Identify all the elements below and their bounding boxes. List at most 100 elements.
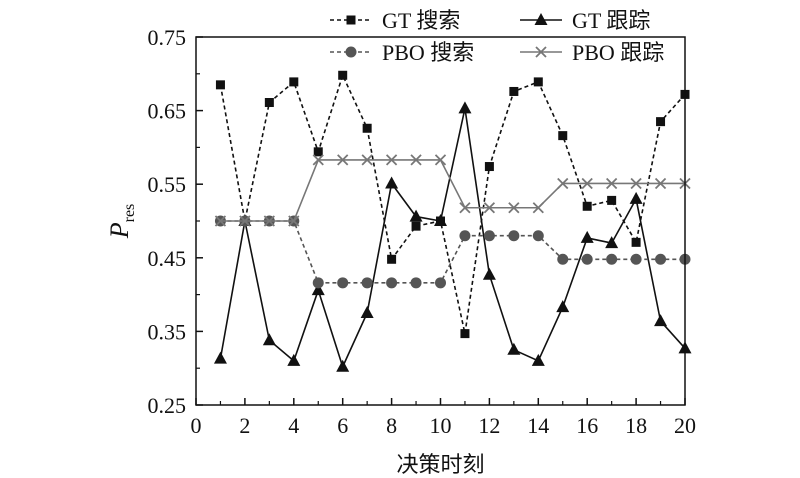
- legend-marker: [534, 13, 548, 25]
- data-point: [581, 253, 593, 265]
- data-point: [385, 154, 398, 166]
- data-point: [312, 154, 324, 166]
- series-circle: [214, 215, 691, 289]
- data-point: [311, 283, 325, 296]
- data-point: [337, 154, 349, 166]
- legend-label: GT 搜索: [382, 8, 460, 33]
- series-x: [214, 154, 691, 227]
- data-point: [654, 314, 668, 327]
- x-axis-title: 决策时刻: [396, 453, 484, 478]
- y-tick-label: 0.25: [148, 393, 187, 418]
- legend: GT 搜索 GT 跟踪 PBO 搜索 PBO 跟踪: [330, 8, 664, 65]
- y-tick-label: 0.65: [148, 99, 187, 124]
- data-point: [482, 267, 496, 280]
- data-point: [410, 154, 422, 166]
- data-point: [337, 277, 349, 289]
- x-tick-label: 18: [625, 413, 647, 438]
- data-point: [655, 253, 667, 265]
- y-tick-label: 0.55: [148, 172, 187, 197]
- legend-marker: [346, 15, 356, 25]
- legend-item: GT 跟踪: [520, 8, 650, 33]
- data-point: [556, 300, 570, 313]
- data-point: [656, 117, 666, 127]
- data-point: [410, 277, 422, 289]
- x-tick-label: 6: [337, 413, 348, 438]
- data-point: [630, 177, 642, 190]
- data-point: [386, 277, 398, 289]
- data-point: [213, 351, 227, 364]
- data-point: [313, 147, 323, 157]
- legend-label: PBO 跟踪: [572, 40, 664, 65]
- data-point: [580, 230, 594, 243]
- data-point: [607, 195, 617, 205]
- y-tick-label: 0.45: [148, 246, 187, 271]
- data-point: [434, 154, 447, 166]
- data-point: [361, 277, 373, 289]
- x-tick-label: 12: [478, 413, 500, 438]
- data-point: [409, 209, 423, 222]
- data-point: [312, 277, 324, 289]
- x-tick-label: 20: [674, 413, 696, 438]
- data-point: [411, 221, 421, 231]
- data-point: [215, 80, 225, 90]
- data-point: [338, 70, 348, 80]
- x-tick-label: 16: [576, 413, 598, 438]
- y-tick-label: 0.75: [148, 25, 187, 50]
- data-point: [264, 98, 274, 108]
- legend-marker: [345, 46, 357, 58]
- data-point: [509, 86, 519, 96]
- x-tick-label: 8: [386, 413, 397, 438]
- data-point: [483, 230, 495, 242]
- data-point: [289, 77, 299, 87]
- data-point: [361, 154, 373, 166]
- data-point: [385, 176, 399, 189]
- data-point: [362, 123, 372, 133]
- data-point: [629, 191, 643, 204]
- data-point: [458, 101, 472, 114]
- series-triangle: [213, 101, 692, 372]
- x-tick-label: 4: [288, 413, 299, 438]
- x-tick-label: 2: [239, 413, 250, 438]
- series-line: [220, 220, 685, 284]
- data-point: [336, 359, 350, 372]
- data-point: [483, 202, 496, 214]
- data-point: [605, 236, 619, 249]
- data-point: [459, 202, 471, 214]
- data-point: [287, 353, 301, 366]
- data-point: [387, 254, 397, 264]
- data-point: [654, 177, 667, 190]
- data-point: [582, 201, 592, 211]
- data-point: [581, 177, 593, 190]
- data-point: [507, 342, 521, 355]
- x-tick-label: 0: [191, 413, 202, 438]
- legend-item: PBO 跟踪: [520, 40, 664, 65]
- data-point: [532, 230, 544, 242]
- data-point: [214, 215, 227, 227]
- data-point: [435, 277, 446, 289]
- data-point: [262, 333, 276, 346]
- data-point: [460, 329, 470, 339]
- y-axis-title-main: P: [105, 222, 134, 239]
- legend-label: PBO 搜索: [382, 40, 474, 65]
- series-line: [220, 159, 685, 222]
- data-point: [459, 230, 471, 242]
- data-point: [263, 215, 275, 227]
- data-point: [558, 131, 568, 141]
- data-point: [606, 177, 618, 190]
- data-point: [239, 215, 251, 227]
- data-point: [288, 215, 300, 227]
- data-point: [630, 253, 642, 265]
- ticks-layer: 0 2 4 6 8 10 12 14 16 18 20 0.25 0.35 0.45 0.55 0.65 0.7…: [148, 25, 697, 438]
- data-point: [557, 253, 569, 265]
- y-axis-title: Pres: [105, 204, 138, 240]
- data-point: [484, 162, 494, 172]
- legend-item: GT 搜索: [330, 8, 460, 33]
- legend-item: PBO 搜索: [330, 40, 474, 65]
- x-tick-label: 10: [430, 413, 452, 438]
- series-square: [215, 70, 690, 339]
- data-point: [531, 353, 545, 366]
- data-point: [557, 177, 569, 190]
- data-point: [631, 237, 641, 247]
- data-point: [606, 253, 618, 265]
